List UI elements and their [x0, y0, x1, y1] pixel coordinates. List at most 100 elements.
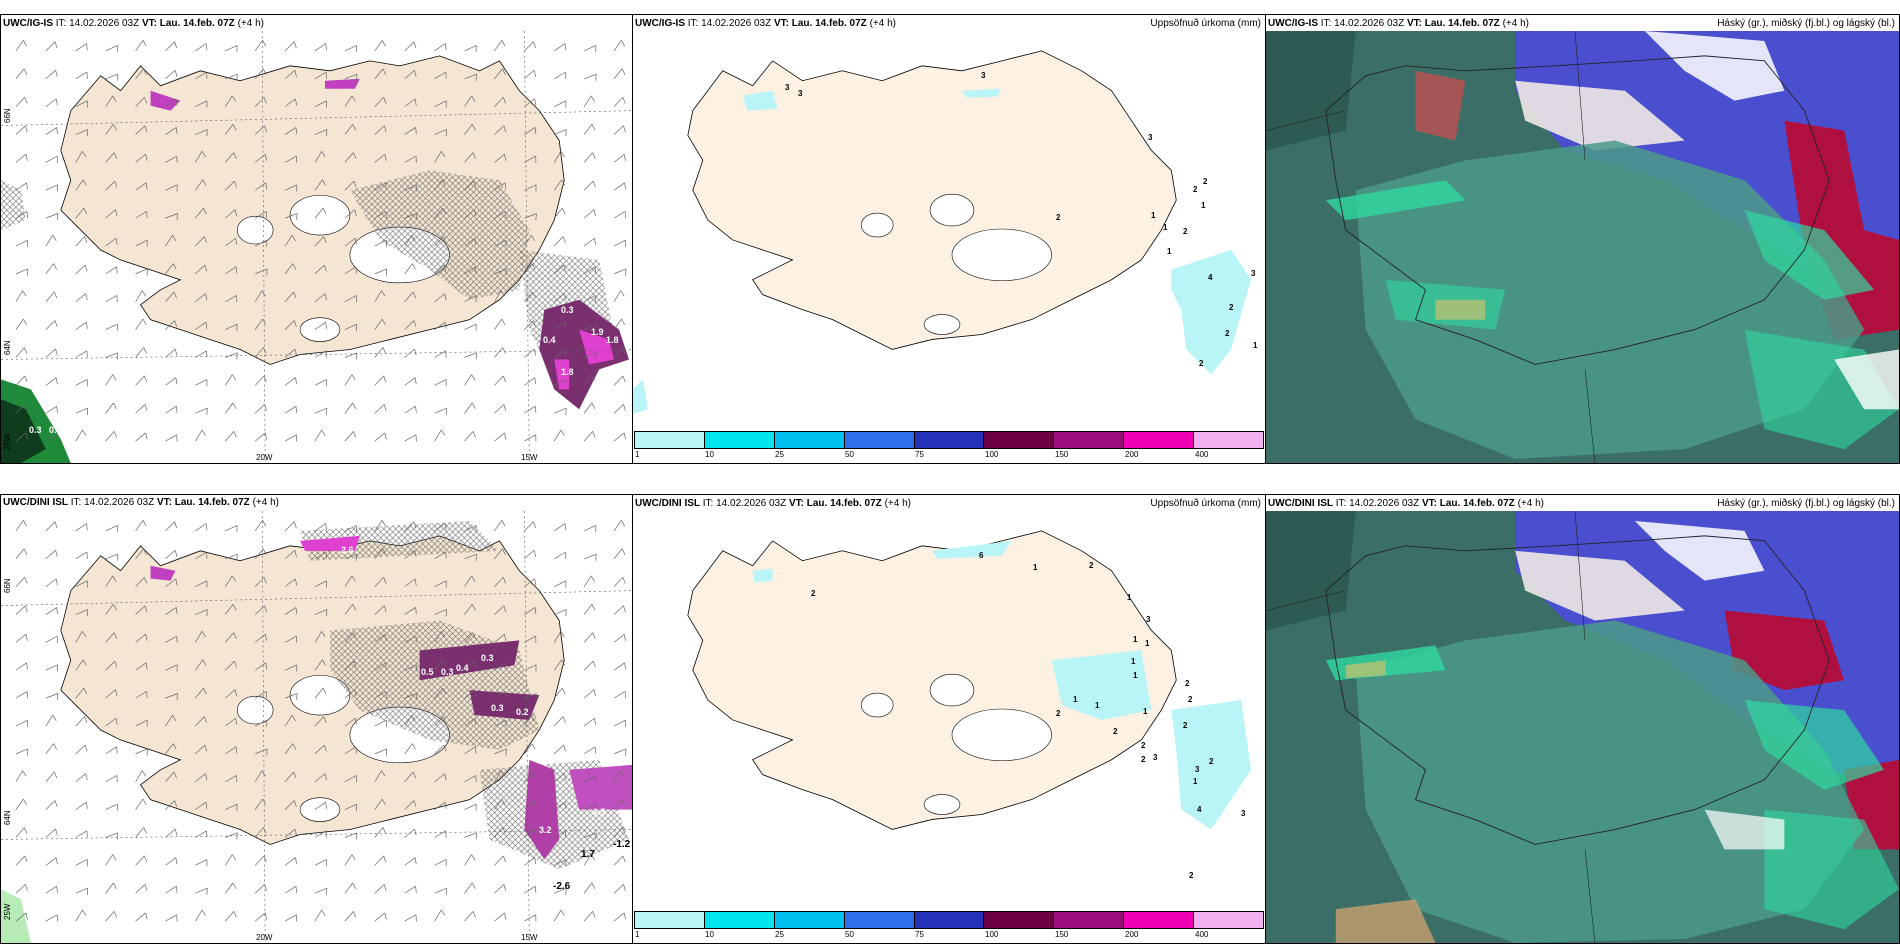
wind-barb [225, 152, 237, 163]
wind-barb [165, 320, 178, 330]
it-value: 14.02.2026 03Z [701, 18, 772, 29]
wind-barb [613, 125, 626, 135]
wind-barb [613, 884, 626, 894]
wind-barb [135, 153, 148, 163]
wind-barb [434, 659, 446, 671]
wind-barb [225, 352, 238, 360]
wind-barb [404, 348, 417, 358]
wind-barb [284, 263, 297, 275]
lat-label-64: 64N [3, 810, 12, 825]
wind-barb [584, 352, 597, 360]
wind-barb [464, 209, 477, 219]
wind-barb [464, 525, 477, 533]
wind-barb [464, 660, 477, 671]
wind-barb [165, 578, 178, 587]
wind-barb [434, 407, 447, 415]
wind-barb [464, 803, 477, 811]
wind-barb [554, 744, 566, 755]
wind-barb [15, 520, 27, 532]
wind-value: -2.6 [553, 881, 571, 892]
wind-barb [105, 123, 117, 135]
wind-barb [404, 800, 417, 810]
wind-barb [553, 909, 565, 922]
colorbar-cell [844, 432, 915, 448]
wind-barb [255, 719, 268, 727]
precip-value: 3 [1148, 133, 1153, 142]
wind-barb [45, 693, 59, 701]
wind-barb [554, 609, 567, 617]
wind-barb [135, 719, 148, 727]
wind-barb [224, 374, 237, 386]
wind-barb [45, 213, 59, 221]
wind-barb [464, 323, 477, 331]
wind-barb [165, 263, 177, 275]
wind-barb [494, 798, 506, 810]
cloud-map-panel-igis: UWC/IG-IS IT: 14.02.2026 03Z VT: Lau. 14… [1265, 14, 1900, 464]
wind-barb [344, 553, 358, 561]
colorbar-tick: 100 [985, 930, 999, 939]
wind-barb [404, 521, 417, 532]
precip-value: 2 [1229, 303, 1234, 312]
wind-barb [105, 775, 118, 783]
precip-value: 2 [1183, 721, 1188, 730]
it-label: IT: [687, 18, 699, 29]
precip-value: 2 [1209, 757, 1214, 766]
wind-barb [404, 70, 417, 80]
wind-barb [613, 318, 625, 330]
colorbar-tick: 50 [845, 930, 854, 939]
wind-barb [195, 580, 208, 588]
wind-barb [494, 605, 507, 615]
wind-barb [45, 405, 58, 414]
wind-barb [45, 635, 58, 643]
wind-barb [254, 576, 267, 587]
precip-value: 1 [1167, 247, 1172, 256]
precip-value: 2 [1113, 727, 1118, 736]
wind-barb [135, 548, 147, 559]
wind-barb [404, 828, 417, 838]
wind-barb [75, 100, 88, 108]
wind-barb [284, 98, 298, 107]
wind-barb [344, 854, 356, 866]
wind-barb [105, 266, 118, 275]
wind-barb [583, 237, 597, 247]
wind-barb [344, 775, 357, 783]
wind-barb [135, 912, 148, 922]
vt-value: Lau. 14.feb. 07Z [791, 18, 867, 29]
wind-barb [583, 402, 596, 414]
wind-barb [284, 184, 298, 192]
wind-barb [434, 609, 447, 617]
wind-barb [524, 320, 536, 330]
it-value: 14.02.2026 03Z [1334, 18, 1405, 29]
colorbar-tick: 400 [1195, 930, 1209, 939]
wind-barb [195, 129, 208, 137]
precip-map-svg [633, 511, 1265, 909]
lon-label-15: 15W [521, 933, 538, 942]
wind-barb [15, 798, 27, 810]
wind-barb [553, 659, 566, 671]
wind-barb [554, 523, 567, 532]
precip-value: 1 [1151, 211, 1156, 220]
wind-barb [314, 236, 327, 247]
wind-barb [165, 41, 178, 52]
wind-barb [284, 405, 298, 414]
wind-barb [613, 404, 626, 414]
wind-barb [374, 520, 386, 532]
wind-barb [314, 71, 327, 80]
wind-barb [135, 884, 148, 894]
wind-barb [554, 350, 567, 358]
map-area [633, 511, 1265, 909]
wind-barb [524, 127, 537, 135]
wind-barb [195, 687, 207, 699]
wind-barb [494, 662, 507, 671]
it-value: 14.02.2026 03Z [1349, 498, 1420, 509]
wind-barb [494, 748, 507, 756]
wind-barb [374, 125, 387, 135]
wind-barb [135, 96, 148, 107]
wind-barb [583, 689, 596, 699]
wind-barb [195, 830, 208, 838]
wind-barb [165, 857, 178, 866]
wind-barb [195, 179, 207, 191]
precip-value: 2 [811, 589, 816, 598]
wind-barb [404, 213, 418, 221]
wind-barb [105, 660, 118, 671]
